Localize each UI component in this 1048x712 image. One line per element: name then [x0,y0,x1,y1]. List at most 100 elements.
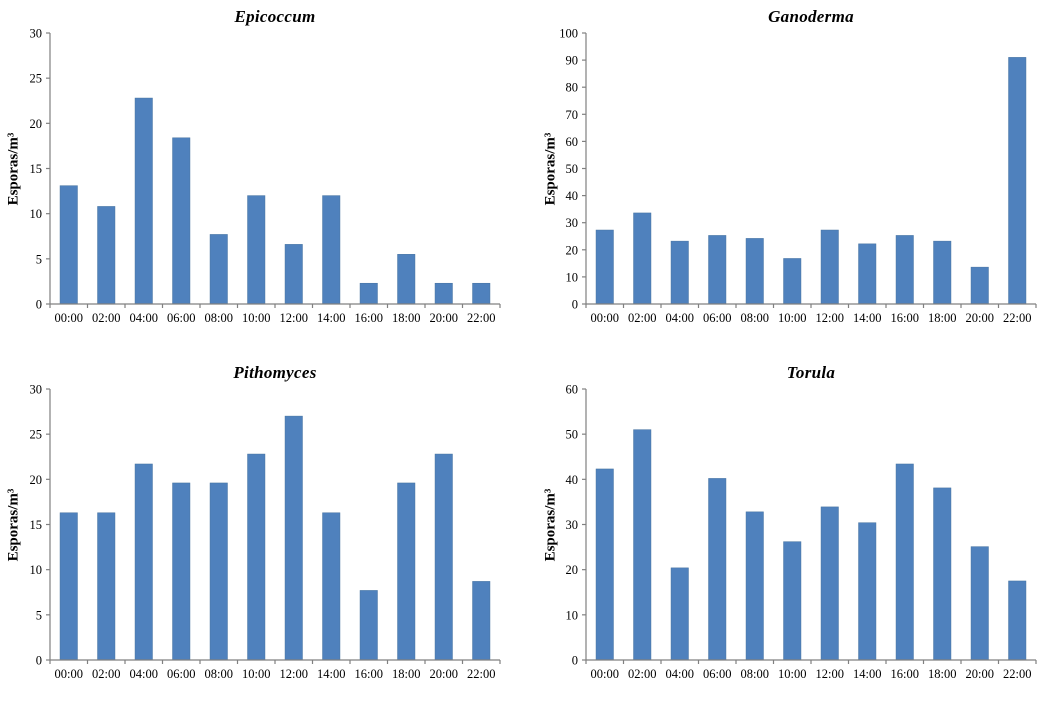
bar [858,522,877,661]
x-tick-label: 02:00 [628,667,656,681]
x-tick-label: 00:00 [55,311,83,325]
bar [1008,57,1027,305]
y-tick-label: 20 [566,563,579,577]
bar [820,229,839,305]
bar [322,512,341,661]
y-tick-label: 5 [36,608,42,622]
bar [209,482,228,661]
y-tick-label: 0 [572,298,578,312]
y-tick-label: 60 [566,135,579,149]
y-tick-label: 40 [566,189,579,203]
x-tick-label: 06:00 [167,311,195,325]
x-tick-label: 16:00 [891,311,919,325]
x-tick-label: 20:00 [430,667,458,681]
bar [247,453,266,661]
y-tick-label: 70 [566,108,579,122]
bar [745,511,764,661]
bar [284,244,303,305]
bar-plot: 0 10 20 30 40 50 60 70 80 90 100 00:00 02:00 04:00 06:… [559,27,1037,325]
x-tick-label: 16:00 [355,667,383,681]
bar-plot: 0 5 10 15 20 25 30 00:00 02:00 04:00 06:00 08:00 10:… [30,27,501,325]
x-tick-label: 22:00 [467,311,495,325]
bar [172,482,191,661]
bar [595,468,614,661]
bar [970,266,989,305]
chart-torula: Torula Esporas/m³ 0 10 20 30 40 50 60 00:00 02:0… [524,356,1048,712]
y-tick-label: 0 [36,298,42,312]
chart-title: Pithomyces [233,363,317,382]
y-tick-label: 30 [566,518,579,532]
x-tick-label: 12:00 [280,311,308,325]
y-tick-label: 10 [30,563,43,577]
bar [970,546,989,661]
x-tick-label: 04:00 [130,667,158,681]
x-tick-label: 02:00 [628,311,656,325]
y-tick-label: 30 [30,27,43,41]
x-tick-label: 00:00 [591,667,619,681]
x-tick-label: 12:00 [816,311,844,325]
x-tick-label: 14:00 [317,667,345,681]
y-tick-label: 30 [30,383,43,397]
x-tick-label: 08:00 [205,667,233,681]
bar [59,512,78,661]
x-tick-label: 06:00 [703,311,731,325]
bar [1008,580,1027,661]
y-tick-label: 15 [30,518,43,532]
x-tick-label: 12:00 [280,667,308,681]
x-tick-label: 10:00 [778,667,806,681]
y-tick-label: 20 [30,473,43,487]
x-tick-label: 06:00 [703,667,731,681]
x-tick-label: 16:00 [891,667,919,681]
y-tick-label: 20 [566,243,579,257]
chart-title: Ganoderma [768,7,854,26]
x-tick-label: 14:00 [853,311,881,325]
x-tick-label: 04:00 [666,667,694,681]
x-tick-label: 06:00 [167,667,195,681]
y-tick-label: 100 [559,27,578,41]
bar [933,240,952,305]
bar [708,478,727,661]
x-tick-label: 02:00 [92,667,120,681]
bar [633,212,652,305]
x-tick-label: 04:00 [666,311,694,325]
x-tick-label: 00:00 [591,311,619,325]
x-tick-label: 02:00 [92,311,120,325]
y-tick-label: 40 [566,473,579,487]
x-tick-label: 14:00 [317,311,345,325]
x-tick-label: 18:00 [392,667,420,681]
y-tick-label: 10 [30,207,43,221]
y-tick-label: 15 [30,162,43,176]
bar [434,282,453,305]
bar [820,506,839,661]
bar [783,541,802,661]
bar [670,240,689,305]
x-tick-label: 08:00 [741,311,769,325]
y-tick-label: 25 [30,72,43,86]
bar-plot: 0 10 20 30 40 50 60 00:00 02:00 04:00 06:00 08:00 10… [566,383,1037,681]
bar [708,235,727,305]
bar [858,243,877,305]
y-tick-label: 10 [566,608,579,622]
bar [895,235,914,305]
y-tick-label: 10 [566,270,579,284]
bar [247,195,266,305]
bar [134,463,153,661]
chart-ganoderma: Ganoderma Esporas/m³ 0 10 20 30 40 50 60 70 80 90… [524,0,1048,356]
x-tick-label: 20:00 [430,311,458,325]
x-tick-label: 20:00 [966,311,994,325]
bar [434,453,453,661]
bar [359,282,378,305]
x-tick-label: 18:00 [928,667,956,681]
bar [359,590,378,661]
x-tick-label: 12:00 [816,667,844,681]
y-tick-label: 30 [566,216,579,230]
bar [895,463,914,661]
y-tick-label: 0 [36,654,42,668]
chart-epicoccum: Epicoccum Esporas/m³ 0 5 10 15 20 25 30 00:00 02… [0,0,524,356]
x-tick-label: 14:00 [853,667,881,681]
y-tick-label: 60 [566,383,579,397]
chart-pithomyces: Pithomyces Esporas/m³ 0 5 10 15 20 25 30 00:00 0… [0,356,524,712]
y-tick-label: 80 [566,81,579,95]
x-tick-label: 16:00 [355,311,383,325]
